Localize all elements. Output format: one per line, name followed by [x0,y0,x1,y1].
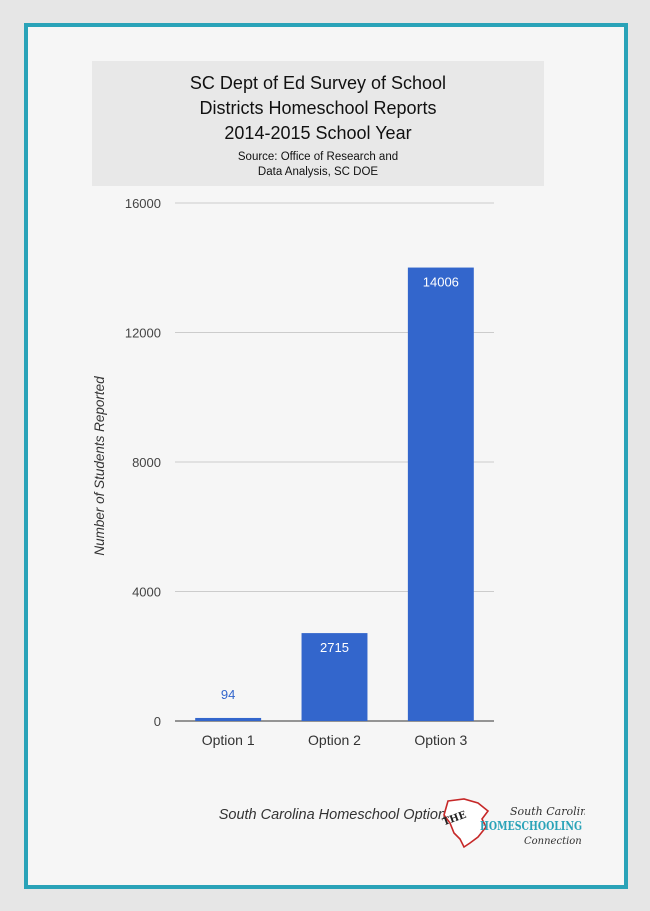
bar-data-label: 2715 [320,640,349,655]
bar [301,633,368,721]
chart-title-line: 2014-2015 School Year [224,123,412,143]
x-axis-label: South Carolina Homeschool Options [219,807,454,823]
chart-title-line: Districts Homeschool Reports [199,98,437,118]
y-axis-label: Number of Students Reported [92,376,107,556]
x-tick-label: Option 3 [414,732,467,748]
chart-title-line: SC Dept of Ed Survey of School [189,73,447,93]
homeschooling-connection-logo: THE South Carolina HOMESCHOOLING Connect… [441,798,585,849]
chart-title: SC Dept of Ed Survey of School Districts… [92,61,544,146]
y-tick-label: 16000 [125,196,161,211]
y-tick-label: 12000 [125,326,161,341]
y-tick-label: 4000 [132,585,161,600]
logo-connection: Connection [524,836,582,847]
bar-data-label: 14006 [423,275,459,290]
x-tick-label: Option 1 [202,732,255,748]
bar [195,717,262,721]
x-tick-label: Option 2 [308,732,361,748]
bar [407,267,474,721]
chart-source: Source: Office of Research and Data Anal… [92,150,544,180]
bar-data-label: 94 [221,687,235,702]
chart-source-line: Data Analysis, SC DOE [257,166,379,178]
logo-homeschooling: HOMESCHOOLING [480,818,582,833]
sc-state-outline-icon [443,798,490,849]
y-tick-label: 0 [154,714,161,729]
y-tick-label: 8000 [132,455,161,470]
chart-source-line: Source: Office of Research and [237,151,399,163]
chart-title-box: SC Dept of Ed Survey of School Districts… [92,61,544,186]
chart-frame: SC Dept of Ed Survey of School Districts… [24,23,628,889]
logo-south-carolina: South Carolina [510,805,585,818]
